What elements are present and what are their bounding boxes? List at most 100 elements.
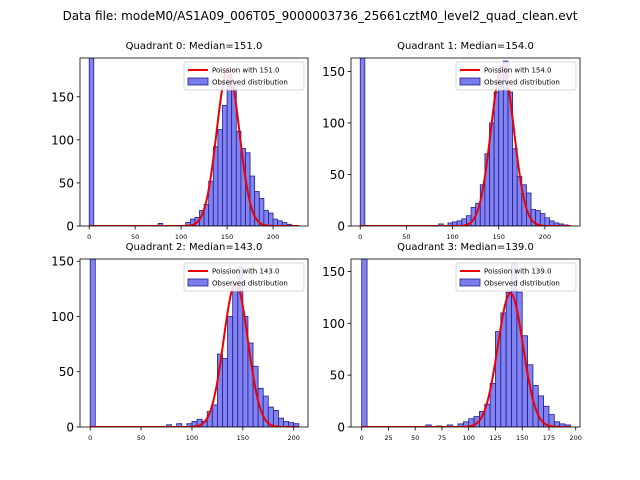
bar-group xyxy=(359,58,569,226)
x-tick-label: 100 xyxy=(446,233,458,241)
bar-group xyxy=(361,259,571,427)
histogram-bar xyxy=(493,91,500,226)
histogram-bar xyxy=(539,213,546,226)
x-tick-label: 200 xyxy=(267,233,279,241)
legend-bar-swatch xyxy=(459,77,481,86)
x-tick-label: 100 xyxy=(462,434,474,442)
legend: Poission with 151.0 Observed distribution xyxy=(183,61,305,91)
histogram-bar xyxy=(263,210,269,226)
x-tick-label: 25 xyxy=(384,434,392,442)
legend-entry-observed: Observed distribution xyxy=(212,79,288,87)
x-tick-label: 100 xyxy=(186,434,198,442)
legend-entry-observed: Observed distribution xyxy=(212,280,288,288)
histogram-bar xyxy=(226,74,233,226)
y-tick-label: 150 xyxy=(322,265,345,279)
y-tick-label: 150 xyxy=(322,65,345,79)
legend: Poission with 154.0 Observed distribution xyxy=(455,61,577,91)
legend-bar-swatch xyxy=(459,278,481,287)
x-tick-label: 75 xyxy=(438,434,446,442)
histogram-bar xyxy=(512,148,518,226)
x-tick-label: 50 xyxy=(131,233,139,241)
x-tick-label: 0 xyxy=(87,233,91,241)
legend-box xyxy=(455,61,577,91)
legend-box xyxy=(183,262,305,292)
histogram-bar xyxy=(89,259,96,427)
x-tick-label: 125 xyxy=(489,434,501,442)
x-tick-label: 150 xyxy=(516,434,528,442)
histogram-bar xyxy=(272,410,279,427)
chart-title: Quadrant 0: Median=151.0 xyxy=(126,41,263,52)
poisson-fit-line xyxy=(89,68,299,226)
chart-quadrant-1: 0 50 100 150 200 0 50 100 150 Quadrant 1: Median=… xyxy=(322,41,581,241)
x-tick-label: 150 xyxy=(221,233,233,241)
x-tick-label: 50 xyxy=(137,434,145,442)
histogram-bar xyxy=(227,316,234,427)
legend-box xyxy=(183,61,305,91)
histogram-bar xyxy=(438,223,444,226)
histogram-bar xyxy=(222,104,228,226)
x-tick-label: 200 xyxy=(288,434,300,442)
histogram-bar xyxy=(544,217,550,226)
y-tick-label: 50 xyxy=(59,365,74,379)
histogram-bar xyxy=(249,175,256,226)
y-tick-label: 150 xyxy=(51,255,74,269)
legend-bar-swatch xyxy=(187,278,209,287)
legend-entry-fit: Poission with 139.0 xyxy=(484,268,552,276)
x-tick-label: 50 xyxy=(411,434,419,442)
x-tick-label: 200 xyxy=(539,233,551,241)
y-tick-label: 50 xyxy=(330,168,345,182)
histogram-bar xyxy=(268,212,274,226)
x-tick-label: 0 xyxy=(358,233,362,241)
y-tick-label: 100 xyxy=(51,310,74,324)
x-tick-label: 0 xyxy=(360,434,364,442)
y-tick-label: 0 xyxy=(337,421,345,435)
chart-title: Quadrant 1: Median=154.0 xyxy=(397,41,534,52)
chart-title: Quadrant 2: Median=143.0 xyxy=(126,242,263,253)
histogram-bar xyxy=(217,129,223,226)
legend-box xyxy=(455,262,577,292)
y-tick-label: 50 xyxy=(59,176,74,190)
y-tick-label: 0 xyxy=(66,220,74,234)
legend-entry-fit: Poission with 154.0 xyxy=(484,67,552,75)
x-tick-label: 0 xyxy=(88,434,92,442)
axes-frame xyxy=(79,57,309,227)
y-tick-label: 100 xyxy=(51,133,74,147)
legend: Poission with 139.0 Observed distribution xyxy=(455,262,577,292)
x-tick-label: 150 xyxy=(493,233,505,241)
legend-bar-swatch xyxy=(187,77,209,86)
histogram-bar xyxy=(505,291,512,427)
chart-quadrant-3: 0 25 50 75 100 125 150 175 200 0 50 100 150 Quadrant … xyxy=(322,242,582,442)
x-tick-label: 150 xyxy=(237,434,249,442)
histogram-bar xyxy=(278,417,284,427)
histogram-bar xyxy=(88,58,95,226)
legend-entry-fit: Poission with 151.0 xyxy=(212,67,280,75)
legend: Poission with 143.0 Observed distribution xyxy=(183,262,305,292)
legend-entry-observed: Observed distribution xyxy=(484,280,560,288)
histogram-bar xyxy=(232,282,239,427)
axes-frame xyxy=(350,57,581,227)
x-tick-label: 50 xyxy=(402,233,410,241)
histogram-bar xyxy=(361,259,368,427)
histogram-bar xyxy=(500,312,507,427)
y-tick-label: 100 xyxy=(322,317,345,331)
chart-quadrant-0: 0 50 100 150 200 0 50 100 150 Quadrant 0: Median=… xyxy=(51,41,309,241)
y-tick-label: 50 xyxy=(330,369,345,383)
x-tick-label: 200 xyxy=(570,434,582,442)
histogram-bar xyxy=(222,358,228,427)
y-tick-label: 100 xyxy=(322,116,345,130)
chart-title: Quadrant 3: Median=139.0 xyxy=(397,242,534,253)
y-tick-label: 150 xyxy=(51,90,74,104)
histogram-bar xyxy=(359,58,366,226)
legend-entry-observed: Observed distribution xyxy=(484,79,560,87)
chart-quadrant-2: 0 50 100 150 200 0 50 100 150 Quadrant 2: Median=… xyxy=(51,242,309,442)
figure-suptitle: Data file: modeM0/AS1A09_006T05_90000037… xyxy=(63,9,578,23)
y-tick-label: 0 xyxy=(337,220,345,234)
x-tick-label: 100 xyxy=(175,233,187,241)
poisson-fit-line xyxy=(360,65,571,226)
histogram-bar xyxy=(166,424,173,427)
legend-entry-fit: Poission with 143.0 xyxy=(212,268,280,276)
x-tick-label: 175 xyxy=(543,434,555,442)
axes-frame xyxy=(79,258,309,428)
histogram-bar xyxy=(211,404,218,427)
